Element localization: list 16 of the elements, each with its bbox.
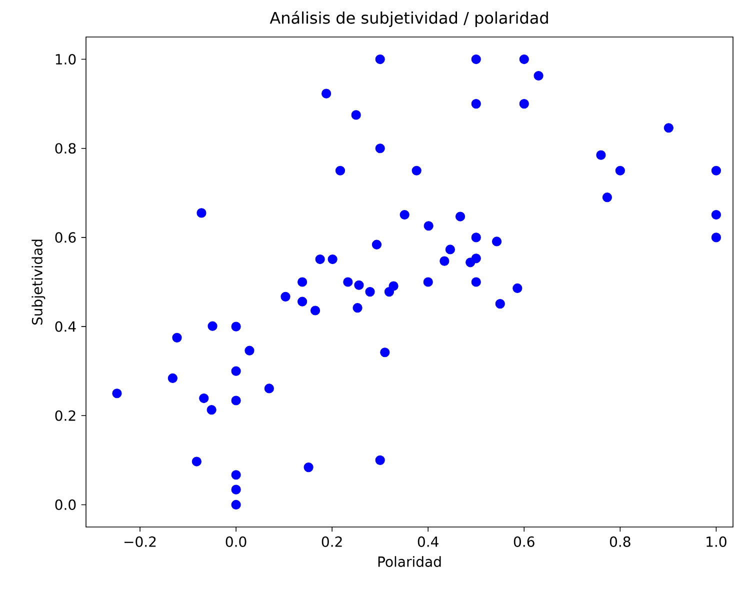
x-tick-label: 0.8 bbox=[610, 536, 630, 547]
y-tick-label: 0.2 bbox=[55, 410, 76, 421]
x-axis-title: Polaridad bbox=[378, 556, 441, 567]
y-tick-label: 0.8 bbox=[55, 143, 76, 154]
y-tick-label: 0.6 bbox=[55, 232, 76, 243]
chart-title: Análisis de subjetividad / polaridad bbox=[270, 10, 548, 27]
x-tick-label: 0.4 bbox=[418, 536, 438, 547]
x-tick-label: 0.0 bbox=[226, 536, 246, 547]
x-tick-label: 1.0 bbox=[706, 536, 726, 547]
y-axis-title: Subjetividad bbox=[32, 240, 46, 325]
y-tick-label: 0.4 bbox=[55, 321, 76, 332]
y-tick-label: 1.0 bbox=[56, 54, 76, 65]
x-tick-label: 0.6 bbox=[514, 536, 534, 547]
x-tick-label: 0.2 bbox=[322, 536, 342, 547]
y-tick-label: 0.0 bbox=[55, 499, 76, 510]
x-tick-label: −0.2 bbox=[124, 536, 156, 547]
